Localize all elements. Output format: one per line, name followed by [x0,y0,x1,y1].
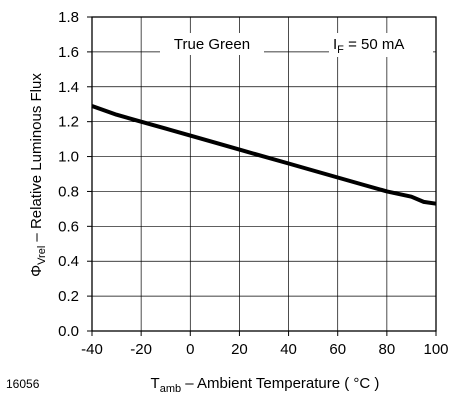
x-axis-title: Tamb – Ambient Temperature ( °C ) [151,375,380,394]
y-tick-label: 0.2 [58,288,79,305]
annotation-if-background [329,33,433,57]
x-tick-label: 40 [280,341,297,358]
x-tick-label: 80 [379,341,396,358]
plot-frame [91,16,437,332]
x-tick-label: 60 [329,341,346,358]
y-axis-title: ΦVrel – Relative Luminous Flux [28,73,48,277]
x-tick-label: 100 [423,341,448,358]
annotation-true-green-background [160,33,264,55]
annotation-if-subscript: F [337,44,344,56]
x-tick-label: -40 [81,341,103,358]
annotation-true-green: True Green [174,36,250,53]
y-tick-label: 1.6 [58,44,79,61]
y-tick-label: 0.8 [58,183,79,200]
grid [91,16,437,332]
series-line [91,104,437,206]
annotation-if-symbol: I [333,36,337,53]
x-axis-text: – Ambient Temperature ( °C ) [181,375,379,392]
x-axis-symbol: T [151,375,160,392]
annotation-if-value: = 50 mA [344,36,404,53]
series-group [91,104,437,206]
y-tick-label: 1.2 [58,114,79,131]
x-tick-label: 20 [231,341,248,358]
y-tick-label: 0.4 [58,253,79,270]
y-tick-label: 0.0 [58,323,79,340]
y-tick-label: 1.0 [58,149,79,166]
x-tick-label: -20 [130,341,152,358]
x-tick-label: 0 [186,341,194,358]
y-tick-label: 1.4 [58,79,79,96]
x-axis-ticks: -40 -20 0 20 40 60 80 100 [81,331,449,358]
y-axis-subscript: Vrel [36,246,48,265]
annotation-if-condition: IF = 50 mA [333,36,404,56]
x-axis-subscript: amb [160,383,181,394]
y-axis-symbol: Φ [28,265,45,277]
y-axis-text: – Relative Luminous Flux [28,73,45,246]
figure-id: 16056 [6,377,40,391]
y-axis-ticks: 0.0 0.2 0.4 0.6 0.8 1.0 1.2 1.4 1.6 1.8 [58,9,92,340]
y-tick-label: 0.6 [58,218,79,235]
y-tick-label: 1.8 [58,9,79,26]
